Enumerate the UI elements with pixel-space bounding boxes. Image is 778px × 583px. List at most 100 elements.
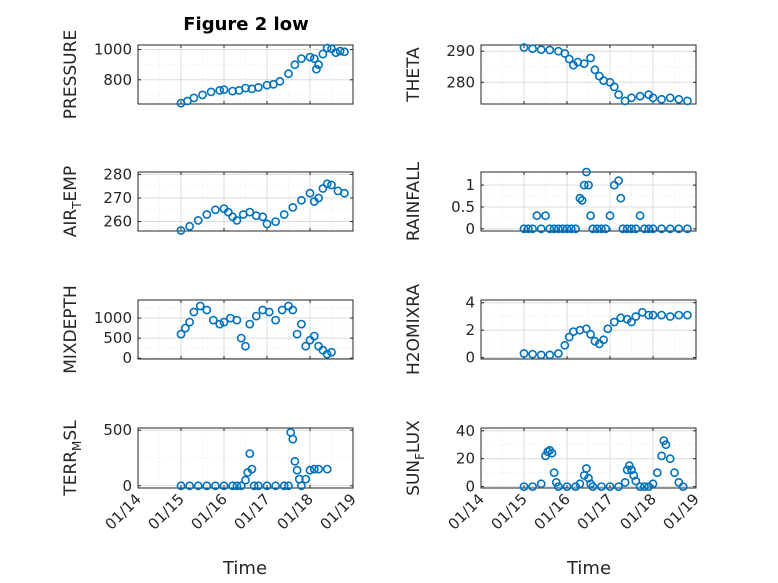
- y-axis-label: TERRMSL: [61, 420, 84, 497]
- data-series: [176, 427, 332, 491]
- data-point: [528, 349, 537, 359]
- y-tick-label: 1000: [94, 41, 132, 59]
- data-point: [648, 310, 658, 320]
- data-point: [640, 224, 649, 234]
- data-point: [635, 91, 645, 101]
- y-tick-label: 280: [446, 73, 475, 91]
- data-point: [309, 54, 319, 63]
- data-point: [271, 481, 280, 491]
- x-tick-label: 01/15: [145, 490, 188, 533]
- data-point: [262, 219, 272, 229]
- data-point: [674, 310, 684, 320]
- data-point: [571, 224, 580, 234]
- subplot-pressure: 800 1000 PRESSURE: [61, 30, 354, 119]
- data-series: [176, 301, 336, 359]
- data-point: [301, 341, 311, 351]
- data-point: [253, 481, 263, 491]
- data-point: [232, 315, 242, 325]
- data-point: [219, 85, 229, 94]
- data-point: [251, 311, 261, 321]
- grid: [480, 45, 697, 104]
- data-point: [528, 44, 537, 54]
- data-point: [519, 349, 529, 358]
- data-point: [241, 341, 250, 351]
- x-tick-label: 01/14: [445, 490, 488, 533]
- data-point: [528, 482, 537, 491]
- data-point: [322, 349, 332, 359]
- data-series: [519, 43, 692, 106]
- data-point: [582, 464, 591, 473]
- data-point: [277, 305, 287, 315]
- data-point: [622, 224, 632, 234]
- data-point: [582, 324, 591, 334]
- data-point: [586, 329, 595, 339]
- data-point: [683, 96, 692, 106]
- y-tick-label: 500: [103, 329, 132, 347]
- data-point: [584, 180, 593, 190]
- data-point: [635, 211, 645, 221]
- y-tick-label: 0: [465, 349, 475, 367]
- data-point: [305, 188, 315, 198]
- data-point: [523, 224, 533, 234]
- data-point: [327, 347, 336, 357]
- data-point: [657, 224, 666, 234]
- data-point: [275, 76, 285, 86]
- y-axis-label: SUNFLUX: [404, 420, 427, 496]
- data-series: [519, 307, 692, 360]
- data-point: [562, 224, 572, 234]
- data-point: [597, 224, 606, 234]
- x-tick-label: 01/17: [574, 490, 617, 533]
- data-point: [236, 481, 246, 491]
- data-series: [519, 167, 692, 234]
- data-point: [674, 224, 684, 234]
- x-tick-label: 01/18: [617, 490, 660, 533]
- data-point: [665, 454, 675, 464]
- axes-box: [480, 171, 697, 232]
- data-point: [665, 224, 675, 234]
- data-point: [331, 48, 341, 57]
- data-point: [620, 477, 630, 487]
- data-point: [253, 83, 263, 92]
- grid: [137, 428, 354, 488]
- data-point: [314, 60, 323, 70]
- data-point: [290, 60, 300, 70]
- data-point: [327, 180, 336, 190]
- data-point: [296, 195, 306, 205]
- x-tick-label: 01/14: [102, 490, 145, 533]
- data-point: [629, 470, 639, 480]
- data-point: [566, 224, 576, 234]
- data-series: [176, 179, 349, 235]
- data-point: [228, 481, 237, 491]
- data-point: [627, 224, 636, 234]
- axes-box: [480, 427, 697, 489]
- data-point: [648, 93, 658, 103]
- data-series: [176, 43, 349, 108]
- data-point: [605, 482, 615, 491]
- data-point: [288, 202, 298, 212]
- data-point: [318, 184, 328, 193]
- data-point: [575, 193, 585, 203]
- subplot-rainfall: 0 0.5 1 RAINFALL: [404, 161, 697, 241]
- data-point: [597, 482, 606, 491]
- data-series: [519, 436, 688, 491]
- data-point: [202, 305, 212, 315]
- data-point: [665, 312, 675, 321]
- data-point: [305, 52, 315, 62]
- data-point: [247, 464, 257, 474]
- data-point: [549, 468, 559, 478]
- data-point: [193, 481, 203, 491]
- data-point: [249, 481, 259, 491]
- data-point: [560, 340, 570, 350]
- data-point: [614, 176, 623, 186]
- data-point: [279, 481, 289, 491]
- data-point: [545, 350, 555, 360]
- data-point: [541, 211, 550, 221]
- y-tick-label: 0: [122, 477, 132, 495]
- data-point: [609, 82, 619, 92]
- data-point: [579, 180, 589, 190]
- data-point: [180, 323, 190, 333]
- y-tick-label: 0: [465, 220, 475, 238]
- axes-box: [137, 44, 354, 105]
- data-point: [223, 207, 233, 217]
- data-point: [210, 481, 220, 491]
